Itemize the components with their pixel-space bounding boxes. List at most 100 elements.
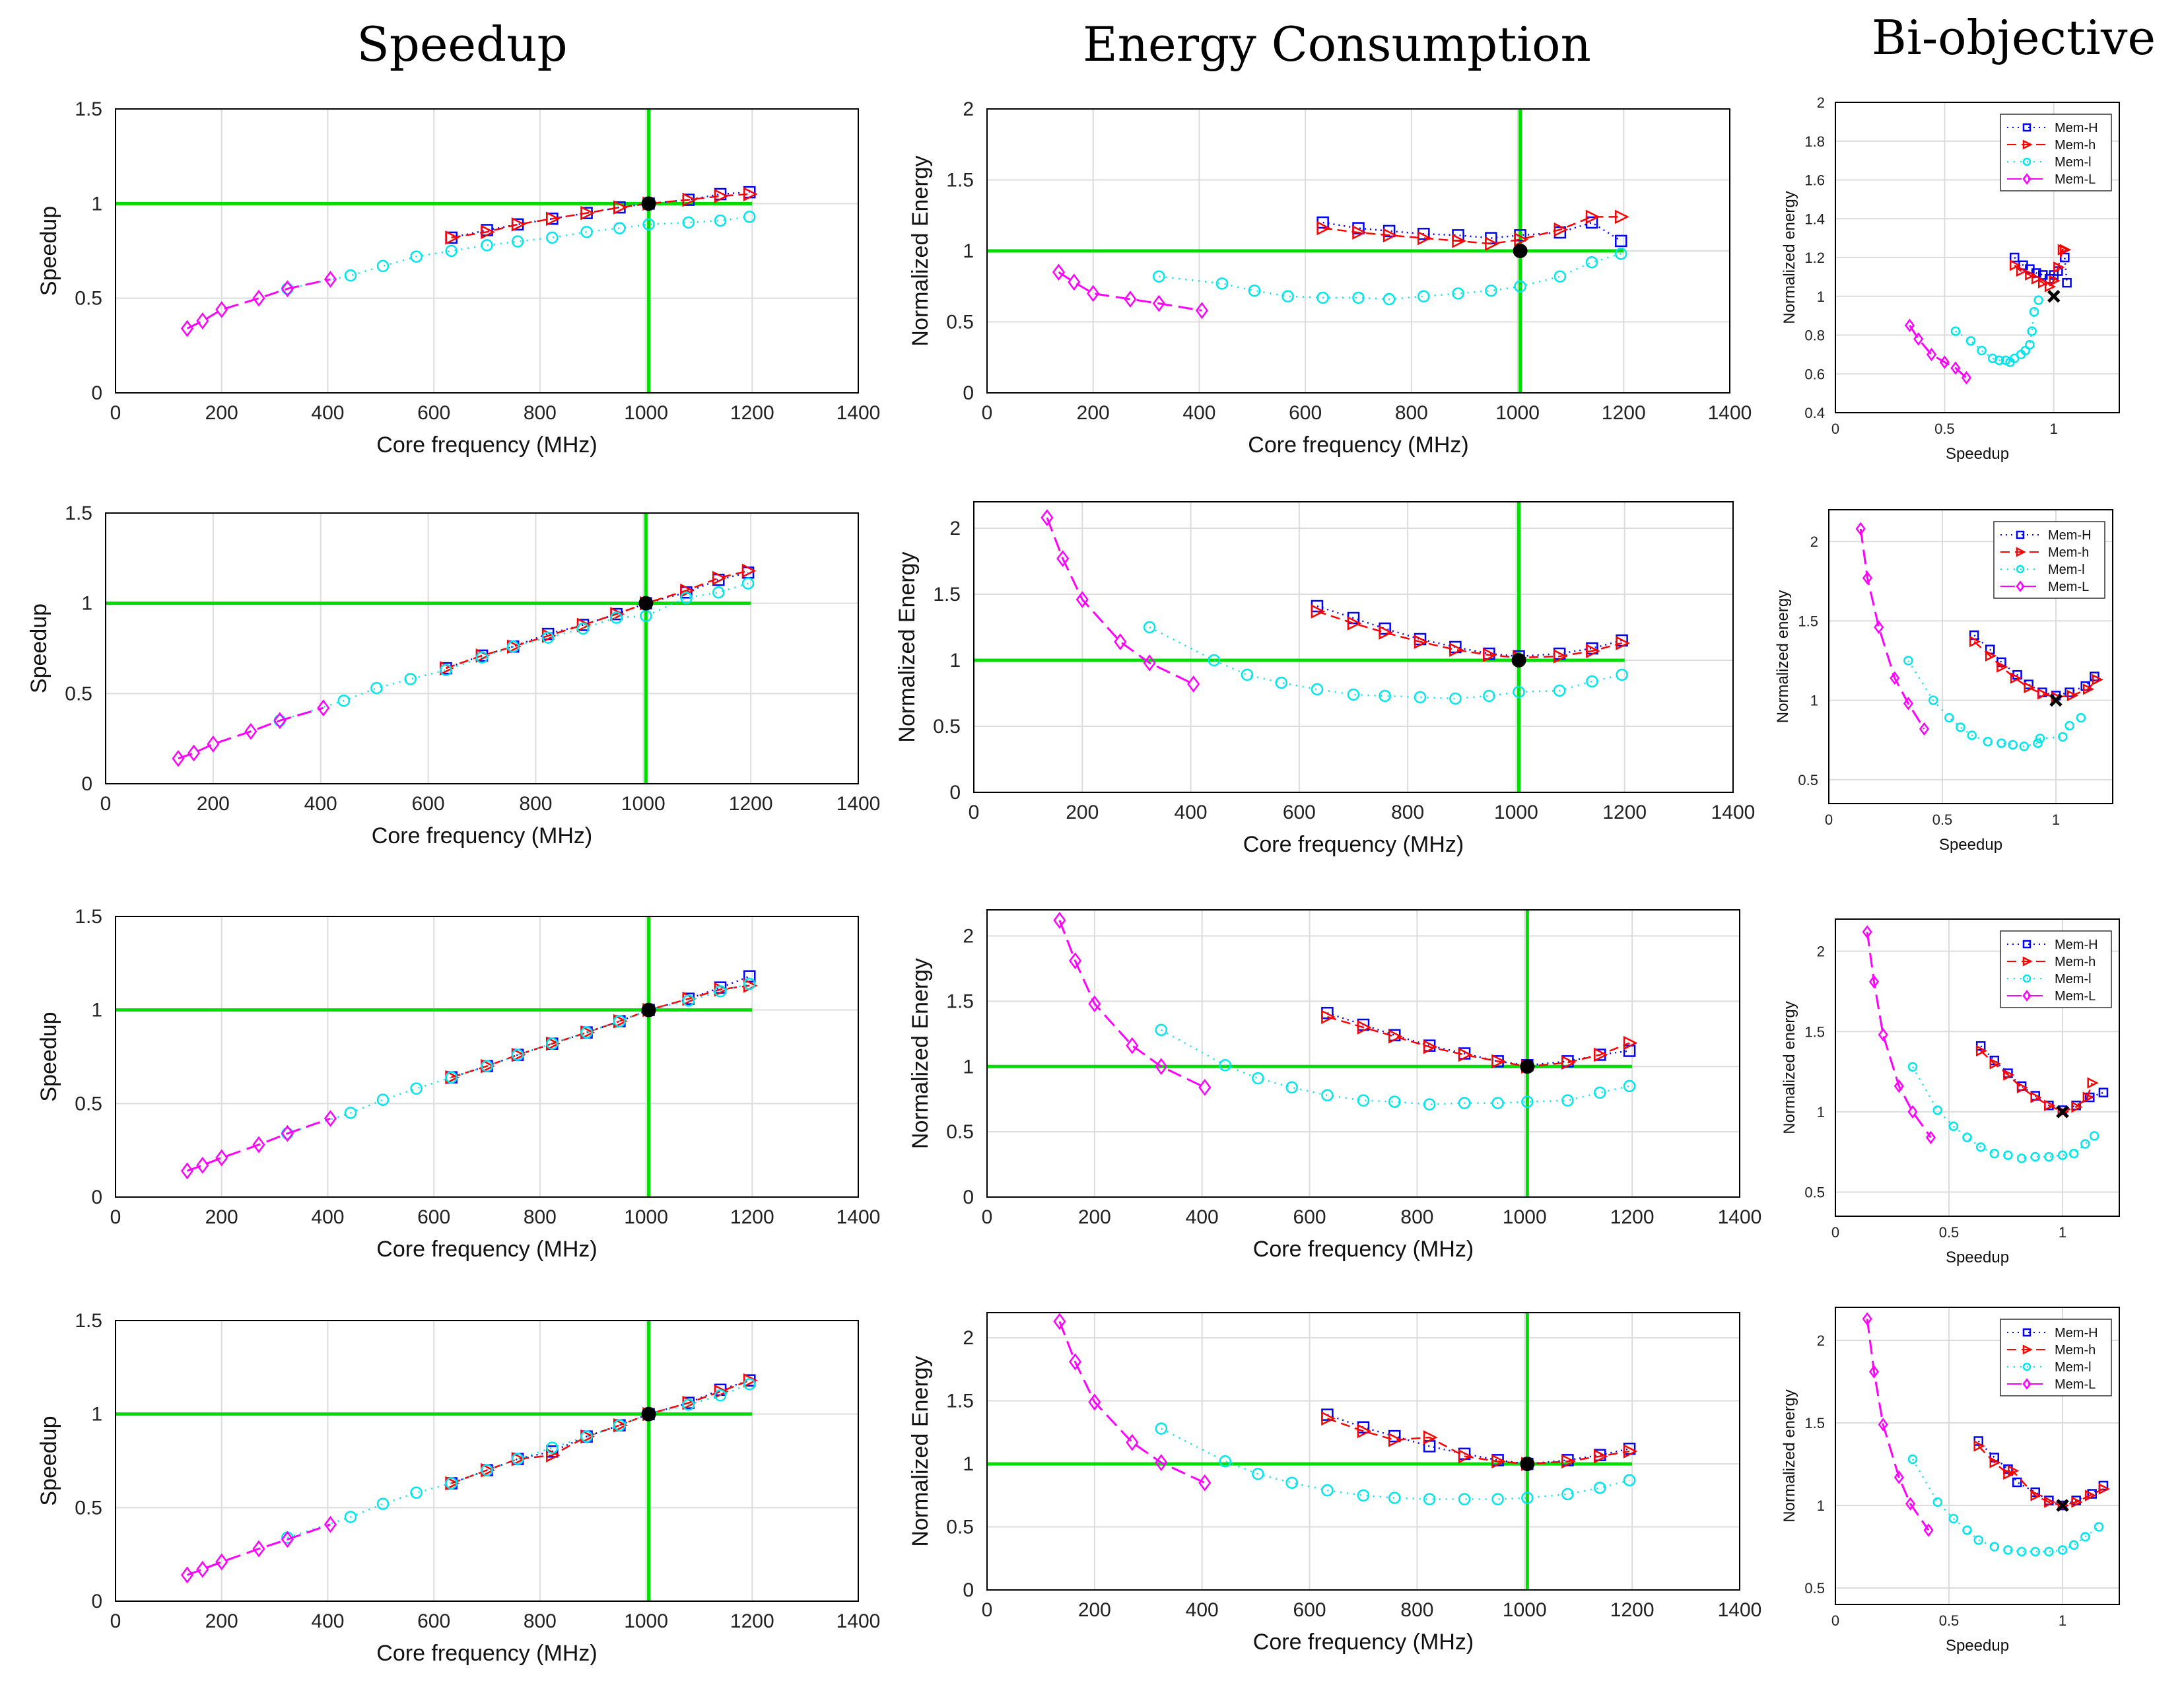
x-tick-label: 800: [524, 402, 557, 424]
data-point: [1357, 1020, 1372, 1035]
data-point: [2037, 688, 2049, 700]
data-point: [1862, 1312, 1872, 1326]
plot-frame: [986, 108, 1730, 394]
series-line-mem-l: [1955, 300, 2039, 364]
data-point: [1514, 280, 1526, 293]
data-point: [337, 695, 350, 707]
data-point: [1994, 355, 2004, 365]
x-tick-label: 600: [1293, 1206, 1326, 1228]
x-tick-label: 1: [2059, 1612, 2066, 1629]
data-point: [2016, 1546, 2027, 1557]
data-point: [1553, 270, 1567, 283]
data-point: [1449, 642, 1464, 657]
data-point: [576, 622, 590, 635]
data-point: [1124, 291, 1137, 308]
y-axis-label: Normalized Energy: [908, 155, 933, 346]
series-line-mem-l: [287, 1383, 750, 1538]
x-tick-label: 0: [1831, 1224, 1839, 1241]
y-axis-label: Speedup: [26, 603, 51, 693]
x-tick-label: 400: [311, 1206, 344, 1228]
data-point: [680, 583, 695, 598]
y-tick-label: 1.8: [1804, 133, 1825, 150]
data-point: [1975, 1045, 1988, 1057]
y-tick-label: 0.5: [946, 1517, 974, 1538]
data-point: [1926, 347, 1937, 362]
series-mem-l: [1155, 1023, 1636, 1111]
data-point: [1485, 284, 1497, 297]
data-point: [1855, 522, 1866, 536]
y-tick-label: 1: [1810, 693, 1818, 709]
x-tick-label: 1400: [1711, 802, 1756, 823]
series-mem-l: [1052, 263, 1209, 320]
x-axis-label: Core frequency (MHz): [1248, 432, 1468, 458]
chart-row3-energy: 0 200 400 600 800 1000 1200 1400 0 0.5 1 1.5 2 Core f…: [908, 909, 1762, 1262]
legend-label: Mem-h: [2055, 955, 2096, 969]
y-tick-label: 1.5: [946, 170, 974, 191]
x-axis-label: Core frequency (MHz): [372, 823, 592, 848]
data-point: [2080, 1532, 2090, 1542]
y-tick-label: 1: [91, 1000, 102, 1021]
x-tick-label: 1400: [1718, 1206, 1762, 1228]
series-line-mem-h: [451, 193, 750, 239]
y-tick-label: 0.5: [75, 1093, 102, 1115]
series-mem-l: [1155, 1422, 1636, 1505]
legend-marker: [2022, 990, 2031, 1002]
y-tick-label: 0: [91, 382, 102, 404]
data-point: [743, 977, 756, 990]
data-point: [2082, 683, 2095, 695]
x-tick-label: 400: [1186, 1599, 1219, 1621]
x-tick-label: 0.5: [1939, 1224, 1960, 1241]
chart-row1-biobjective: 0 0.5 1 0.4 0.6 0.8 1 1.2 1.4 1.6 1.8 2 Speedup Norma…: [1781, 94, 2120, 463]
x-tick-label: 400: [1186, 1206, 1219, 1228]
series-mem-l: [1950, 295, 2043, 367]
data-point: [317, 699, 330, 717]
data-point: [445, 1071, 458, 1084]
data-point: [2087, 1077, 2099, 1089]
data-point: [1868, 975, 1880, 989]
x-tick-label: 600: [1293, 1599, 1326, 1621]
data-point: [1382, 228, 1398, 243]
y-tick-label: 0.5: [1804, 1580, 1825, 1597]
data-point: [1594, 1482, 1606, 1494]
data-point: [1215, 277, 1229, 290]
y-tick-label: 0.5: [946, 1121, 974, 1143]
data-point: [1956, 722, 1965, 732]
data-point: [1068, 1353, 1082, 1371]
data-point: [712, 586, 725, 599]
data-point: [1491, 1493, 1504, 1505]
y-tick-label: 0.5: [1798, 772, 1818, 788]
data-point: [1907, 1105, 1918, 1119]
chart-row4-speedup: 0 200 400 600 800 1000 1200 1400 0 0.5 1 1.5 Core fr…: [36, 1310, 880, 1666]
x-tick-label: 600: [417, 1610, 450, 1632]
data-point: [1388, 1029, 1403, 1044]
data-point: [714, 189, 729, 203]
reference-point-marker: [641, 196, 656, 211]
data-point: [1967, 730, 1977, 740]
data-point: [1088, 1393, 1101, 1411]
y-tick-label: 1.5: [933, 584, 961, 605]
data-point: [1878, 1418, 1888, 1431]
legend-label: Mem-l: [2055, 155, 2092, 170]
y-axis-label: Speedup: [36, 1012, 61, 1101]
data-point: [1352, 291, 1365, 304]
x-tick-label: 1200: [730, 402, 774, 424]
plot-frame: [986, 909, 1740, 1198]
data-point: [1155, 1058, 1168, 1076]
legend-label: Mem-L: [2048, 580, 2089, 594]
data-point: [1996, 738, 2006, 748]
legend-label: Mem-h: [2048, 545, 2089, 560]
y-tick-label: 2: [963, 1327, 974, 1349]
legend-label: Mem-H: [2055, 121, 2098, 135]
data-point: [1414, 691, 1427, 704]
data-point: [541, 631, 555, 644]
series-mem-l: [1862, 1312, 1934, 1537]
series-mem-l: [1862, 925, 1936, 1145]
data-point: [743, 187, 758, 201]
series-line-mem-h: [451, 975, 750, 1078]
data-point: [2058, 732, 2068, 742]
data-point: [2012, 1477, 2022, 1488]
data-point: [1905, 1497, 1916, 1511]
data-point: [180, 320, 194, 337]
data-point: [2003, 1150, 2013, 1160]
